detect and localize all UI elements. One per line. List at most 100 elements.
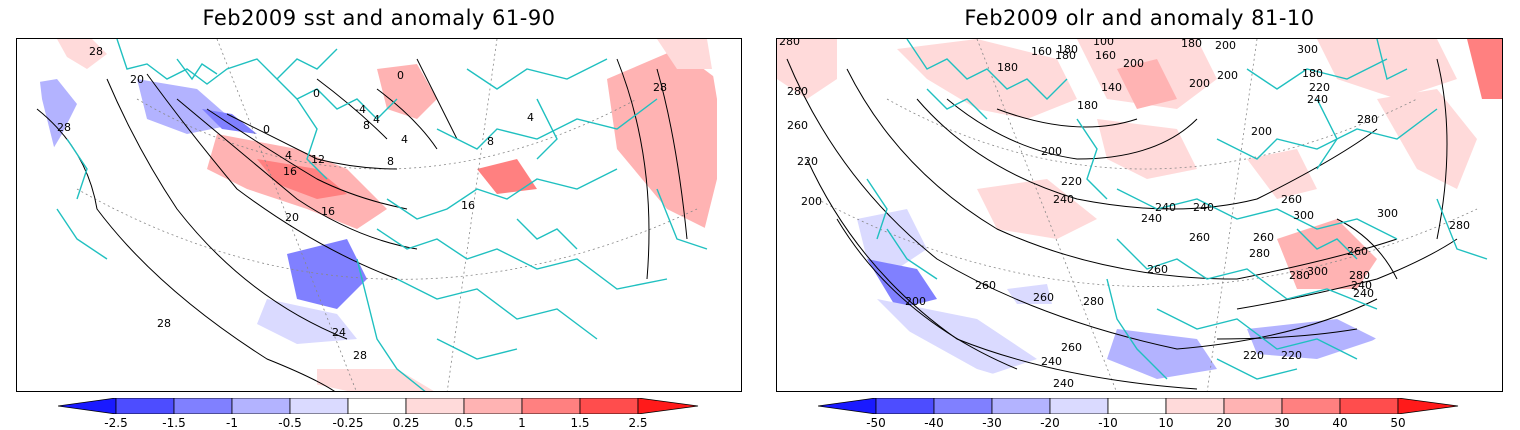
anomaly-negative-patch	[287, 239, 367, 309]
anomaly-positive-patch	[1467, 39, 1502, 99]
contour-label: 260	[1147, 263, 1168, 276]
contour-label: 4	[285, 149, 292, 162]
contour-label: 20	[130, 73, 144, 86]
grid-lines	[816, 39, 1478, 391]
colorbar-swatch	[289, 398, 349, 414]
colorbar-swatch	[1397, 398, 1459, 414]
contour-label: 180	[1055, 49, 1076, 62]
colorbar-swatch	[637, 398, 699, 414]
contour-label: 280	[1083, 295, 1104, 308]
contour-label: 4	[373, 113, 380, 126]
anomaly-positive-patch	[777, 39, 837, 99]
contour-label: 260	[787, 119, 808, 132]
colorbar-tick-label: -0.5	[278, 416, 302, 430]
contour-label: 260	[1281, 193, 1302, 206]
contour-label: 260	[1253, 231, 1274, 244]
contour-label: 240	[1141, 212, 1162, 225]
contour-label: 280	[1449, 219, 1470, 232]
colorbar-swatch	[521, 398, 581, 414]
right-panel-title: Feb2009 olr and anomaly 81-10	[964, 6, 1315, 30]
sst-colorbar	[58, 398, 699, 414]
colorbar-tick-label: 1	[518, 416, 526, 430]
contour-label: 300	[1377, 207, 1398, 220]
colorbar-swatch	[405, 398, 465, 414]
colorbar-swatch	[173, 398, 233, 414]
contour-label: 180	[1302, 67, 1323, 80]
colorbar-swatch	[58, 398, 117, 414]
contour-labels: 28 28 20 28 0 0 -4 4 8 4 0 4 16 12 8 8 4…	[57, 45, 667, 362]
contour-label: 300	[1293, 209, 1314, 222]
colorbar-swatch	[818, 398, 877, 414]
contour-label: 260	[1033, 291, 1054, 304]
projection-mask	[17, 39, 348, 391]
contour-label: 200	[1041, 145, 1062, 158]
contour-label: 8	[363, 119, 370, 132]
contour-label: 280	[1249, 247, 1270, 260]
anomaly-positive-patch	[897, 39, 1077, 119]
contour-label: 220	[1243, 349, 1264, 362]
contour-label: 180	[997, 61, 1018, 74]
contour-label: 160	[1031, 45, 1052, 58]
contour-label: 16	[283, 165, 297, 178]
anomaly-negative-patch	[867, 259, 937, 309]
contour-label: 240	[1053, 193, 1074, 206]
colorbar-swatch	[933, 398, 993, 414]
contour-label: 240	[1307, 93, 1328, 106]
colorbar-tick-label: 2.5	[628, 416, 648, 430]
colorbar-swatch	[1281, 398, 1341, 414]
contour-label: 240	[1353, 287, 1374, 300]
contour-label: 16	[321, 205, 335, 218]
anomaly-positive-patch	[657, 39, 717, 69]
contour-label: 200	[1189, 77, 1210, 90]
colorbar-tick-label: -30	[982, 416, 1002, 430]
contour-label: 8	[387, 155, 394, 168]
contour-label: 0	[397, 69, 404, 82]
projection-mask	[1244, 127, 1502, 391]
contour-label: 20	[285, 211, 299, 224]
colorbar-swatch	[875, 398, 935, 414]
contour-label: 140	[1101, 81, 1122, 94]
colorbar-tick-label: -10	[1098, 416, 1118, 430]
contour-label: 28	[89, 45, 103, 58]
contour-label: 280	[787, 85, 808, 98]
contour-label: 4	[527, 111, 534, 124]
contour-label: 4	[401, 133, 408, 146]
anomaly-negative-patch	[1107, 329, 1217, 379]
anomaly-positive-patch	[1317, 39, 1457, 99]
anomaly-positive-patch	[1377, 89, 1477, 189]
colorbar-swatch	[1223, 398, 1283, 414]
colorbar-tick-label: -40	[924, 416, 944, 430]
contour-label: 0	[263, 123, 270, 136]
projection-mask	[777, 99, 1051, 391]
coastlines	[866, 39, 1488, 380]
contour-label: 280	[779, 39, 800, 48]
contour-label: 180	[1077, 99, 1098, 112]
sst-map-svg: 28 28 20 28 0 0 -4 4 8 4 0 4 16 12 8 8 4…	[17, 39, 741, 391]
contour-label: 24	[332, 326, 346, 339]
colorbar-swatch	[347, 398, 407, 414]
contour-label: 200	[905, 295, 926, 308]
contour-label: 200	[1251, 125, 1272, 138]
contour-label: 28	[157, 317, 171, 330]
colorbar-tick-label: -1.5	[162, 416, 186, 430]
anomaly-positive-patch	[1277, 219, 1377, 289]
contour-label: 280	[1357, 113, 1378, 126]
contour-label: 260	[1347, 245, 1368, 258]
contour-label: 240	[1041, 355, 1062, 368]
colorbar-tick-label: -50	[866, 416, 886, 430]
contour-label: 260	[1189, 231, 1210, 244]
anomaly-positive-patch	[1247, 149, 1317, 199]
colorbar-tick-label: 20	[1216, 416, 1232, 430]
colorbar-swatch	[115, 398, 175, 414]
colorbar-tick-label: 10	[1158, 416, 1174, 430]
contour-label: 16	[461, 199, 475, 212]
olr-colorbar	[818, 398, 1459, 414]
contour-label: 200	[1215, 39, 1236, 52]
contour-label: 200	[801, 195, 822, 208]
sst-map: 28 28 20 28 0 0 -4 4 8 4 0 4 16 12 8 8 4…	[16, 38, 742, 392]
colorbar-swatch	[1049, 398, 1109, 414]
grid-lines	[76, 39, 698, 391]
anomaly-negative-patch	[1007, 284, 1052, 304]
projection-mask	[522, 39, 741, 391]
contour-label: 240	[1351, 279, 1372, 292]
